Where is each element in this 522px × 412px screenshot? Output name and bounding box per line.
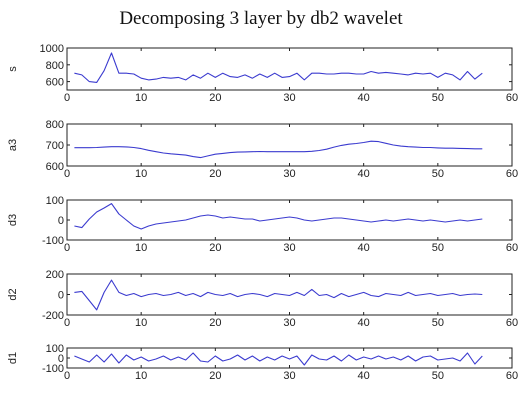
x-tick-label: 10 (135, 92, 147, 104)
x-tick-label: 60 (506, 92, 518, 104)
series-line-d3 (74, 203, 483, 230)
y-tick-label: 800 (46, 119, 64, 131)
y-tick-label: -200 (42, 310, 64, 322)
x-tick-label: 0 (64, 242, 70, 254)
x-tick-label: 0 (64, 317, 70, 329)
y-axis-label: d2 (7, 288, 19, 300)
subplot-a3: 0 10 20 30 40 50 60 600 700 800 a3 (7, 119, 518, 180)
y-axis-label: a3 (7, 139, 19, 151)
x-tick-label: 20 (209, 242, 221, 254)
x-tick-label: 0 (64, 168, 70, 180)
x-tick-label: 50 (432, 92, 444, 104)
x-tick-label: 50 (432, 242, 444, 254)
x-tick-label: 50 (432, 168, 444, 180)
x-tick-label: 30 (283, 168, 295, 180)
x-tick-label: 60 (506, 168, 518, 180)
x-tick-label: 10 (135, 168, 147, 180)
y-tick-label: 0 (58, 290, 64, 302)
x-tick-label: 60 (506, 242, 518, 254)
x-tick-label: 40 (358, 370, 370, 382)
x-tick-label: 30 (283, 370, 295, 382)
series-line-s (74, 52, 483, 83)
y-axis-label: d3 (7, 214, 19, 226)
y-tick-label: 600 (46, 161, 64, 173)
x-tick-label: 60 (506, 317, 518, 329)
x-tick-label: 30 (283, 317, 295, 329)
x-tick-label: 20 (209, 317, 221, 329)
y-tick-label: 1000 (40, 43, 64, 55)
y-tick-label: 600 (46, 77, 64, 89)
y-axis-label: d1 (7, 352, 19, 364)
y-tick-label: 700 (46, 140, 64, 152)
x-tick-label: 30 (283, 242, 295, 254)
y-tick-label: 100 (46, 195, 64, 207)
x-tick-label: 50 (432, 317, 444, 329)
x-tick-label: 0 (64, 92, 70, 104)
x-tick-label: 40 (358, 168, 370, 180)
y-axis-label: s (7, 66, 19, 72)
series-line-d2 (74, 279, 483, 311)
x-tick-label: 10 (135, 317, 147, 329)
y-tick-label: 0 (58, 215, 64, 227)
x-tick-label: 40 (358, 92, 370, 104)
x-tick-label: 40 (358, 317, 370, 329)
x-tick-label: 20 (209, 92, 221, 104)
x-tick-label: 50 (432, 370, 444, 382)
chart-title: Decomposing 3 layer by db2 wavelet (119, 8, 403, 29)
y-tick-label: -100 (42, 235, 64, 247)
y-tick-label: 100 (46, 343, 64, 355)
y-tick-label: -100 (42, 363, 64, 375)
x-tick-label: 10 (135, 370, 147, 382)
axes-frame (66, 199, 513, 241)
x-tick-label: 20 (209, 168, 221, 180)
x-tick-label: 30 (283, 92, 295, 104)
y-tick-label: 0 (58, 353, 64, 365)
series-line-a3 (74, 140, 483, 159)
x-tick-label: 20 (209, 370, 221, 382)
x-tick-label: 60 (506, 370, 518, 382)
axes-frame (66, 123, 513, 167)
x-tick-label: 40 (358, 242, 370, 254)
x-tick-label: 0 (64, 370, 70, 382)
axes-frame (66, 47, 513, 91)
subplot-s: 0 10 20 30 40 50 60 600 800 1000 s (7, 43, 518, 104)
y-tick-label: 200 (46, 269, 64, 281)
series-line-d1 (74, 352, 483, 366)
y-tick-label: 800 (46, 60, 64, 72)
x-tick-label: 10 (135, 242, 147, 254)
